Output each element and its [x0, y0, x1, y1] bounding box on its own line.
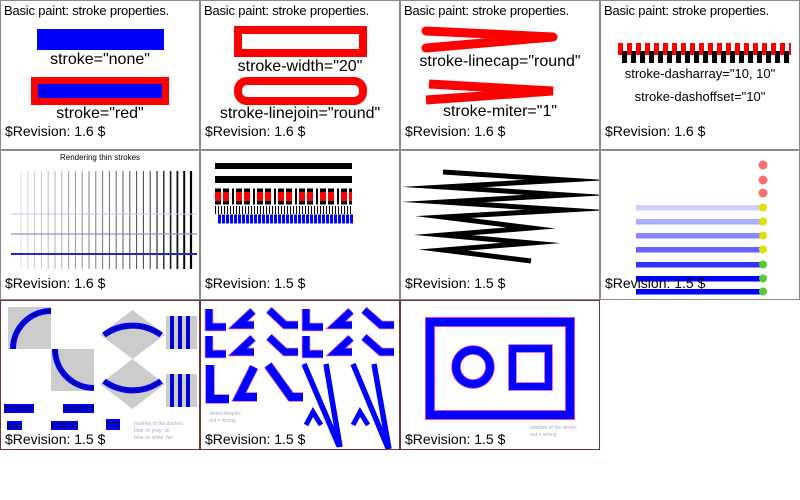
test-cell-stroke-position: position of the stroke: red = wrong $Rev…	[400, 300, 600, 450]
revision-text: $Revision: 1.6 $	[405, 123, 506, 139]
test-graphic	[421, 26, 558, 105]
test-cell-linejoin-corners: stroke-linejoin: red = wrong $Revision: …	[200, 300, 400, 450]
revision-text: $Revision: 1.5 $	[205, 275, 306, 291]
test-cell-stroke-none-red: Basic paint: stroke properties. stroke="…	[0, 0, 200, 150]
test-cell-stroke-width-linejoin: Basic paint: stroke properties. stroke-w…	[200, 0, 400, 150]
revision-text: $Revision: 1.5 $	[605, 275, 706, 291]
test-cell-thin-strokes: Rendering thin strokes $Revision: 1.6 $	[0, 150, 200, 300]
test-graphic	[234, 26, 367, 105]
test-graphic	[636, 160, 768, 296]
test-graphic	[31, 29, 169, 105]
revision-text: $Revision: 1.5 $	[405, 275, 506, 291]
test-graphic	[215, 163, 353, 224]
stroke-label: stroke-dasharray="10, 10"	[624, 66, 776, 81]
test-cell-dash-bars: $Revision: 1.5 $	[200, 150, 400, 300]
test-graphic	[401, 169, 599, 264]
revision-text: $Revision: 1.5 $	[405, 431, 506, 447]
test-graphic	[425, 317, 575, 420]
note-text: stroke-linejoin: red = wrong	[209, 411, 242, 424]
stroke-label: stroke-linecap="round"	[419, 53, 581, 70]
test-cell-opacity-bars: $Revision: 1.5 $	[600, 150, 800, 300]
revision-text: $Revision: 1.5 $	[205, 431, 306, 447]
revision-text: $Revision: 1.6 $	[5, 123, 106, 139]
revision-text: $Revision: 1.5 $	[5, 431, 106, 447]
test-graphic	[204, 306, 394, 449]
stroke-label: stroke-dashoffset="10"	[634, 89, 766, 104]
test-cell-dasharray-dashoffset: Basic paint: stroke properties. stroke-d…	[600, 0, 800, 150]
test-title: Basic paint: stroke properties.	[4, 3, 170, 18]
note-text: position of the dashes: blue on gray: ok…	[134, 421, 185, 441]
test-title: Basic paint: stroke properties.	[404, 3, 570, 18]
test-graphic	[4, 307, 197, 430]
test-title: Basic paint: stroke properties.	[604, 3, 770, 18]
test-graphic	[618, 43, 793, 63]
stroke-label: stroke="none"	[50, 51, 150, 68]
test-cell-zigzag-strokes: $Revision: 1.5 $	[400, 150, 600, 300]
test-cell-dash-position: position of the dashes: blue on gray: ok…	[0, 300, 200, 450]
revision-text: $Revision: 1.6 $	[205, 123, 306, 139]
thin-strokes-graphic	[11, 171, 197, 269]
test-title: Basic paint: stroke properties.	[204, 3, 370, 18]
stroke-label: stroke="red"	[56, 105, 144, 122]
note-text: position of the stroke: red = wrong	[530, 425, 578, 438]
stroke-label: stroke-linejoin="round"	[219, 105, 381, 122]
test-cell-linecap-miter: Basic paint: stroke properties. stroke-l…	[400, 0, 600, 150]
stroke-label: stroke-width="20"	[237, 58, 363, 75]
test-title: Rendering thin strokes	[59, 153, 141, 162]
revision-text: $Revision: 1.6 $	[5, 275, 106, 291]
revision-text: $Revision: 1.6 $	[605, 123, 706, 139]
stroke-label: stroke-miter="1"	[442, 103, 558, 120]
